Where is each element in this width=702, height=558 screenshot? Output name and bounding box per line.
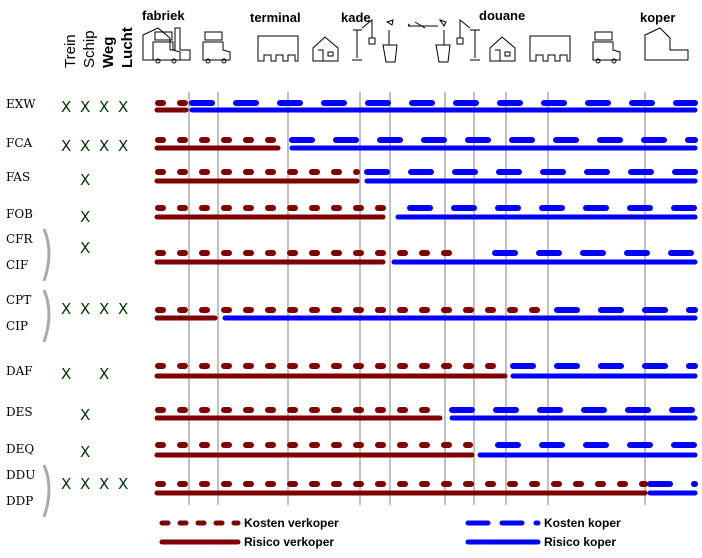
term-label: DDP <box>6 494 33 508</box>
term-row-fas: FAS X <box>6 169 698 189</box>
term-label: FAS <box>6 170 30 184</box>
terminal-icon <box>257 35 299 62</box>
term-row-exw: EXW X X X X <box>6 97 698 116</box>
mode-mark-lucht: X <box>118 475 128 493</box>
term-label: DEQ <box>6 442 34 456</box>
mode-mark-schip: X <box>80 171 90 189</box>
mode-mark-schip: X <box>80 300 90 318</box>
truck-icon <box>202 31 231 64</box>
mode-mark-schip: X <box>80 406 90 424</box>
term-row-fob: FOB X <box>6 205 698 226</box>
mode-header-weg: Weg <box>100 37 117 68</box>
term-row-daf: DAF X X <box>6 363 698 383</box>
plane-icon <box>407 21 438 29</box>
legend-seller-cost: Kosten verkoper <box>244 516 339 530</box>
term-label: CIP <box>6 319 28 333</box>
terminal-icon <box>529 35 571 62</box>
station-fabriek: fabriek <box>142 8 185 23</box>
term-row-deq: DEQ X <box>6 442 698 461</box>
ship-icon <box>382 19 398 63</box>
mode-header-schip: Schip <box>81 30 98 68</box>
house-icon <box>312 36 339 62</box>
term-label: FOB <box>6 207 33 221</box>
term-label: CIF <box>6 258 28 272</box>
term-row-fca: FCA X X X X <box>6 136 698 155</box>
house-icon <box>489 36 516 62</box>
legend-seller-risk: Risico verkoper <box>244 535 334 549</box>
term-label: DES <box>6 405 33 419</box>
station-kade: kade <box>341 10 371 25</box>
mode-header-lucht: Lucht <box>119 27 136 68</box>
ship-icon <box>435 19 451 63</box>
bracket <box>42 464 51 518</box>
buyer-building-icon <box>644 27 689 61</box>
bracket <box>42 228 51 282</box>
mode-mark-weg: X <box>99 365 109 383</box>
legend-buyer-cost: Kosten koper <box>544 516 621 530</box>
bracket <box>42 289 51 343</box>
mode-mark-schip: X <box>80 443 90 461</box>
mode-mark-schip: X <box>80 475 90 493</box>
term-label: FCA <box>6 136 33 150</box>
term-row-des: DES X <box>6 405 698 424</box>
factory-icon <box>142 27 191 61</box>
legend-buyer-risk: Risico koper <box>544 535 616 549</box>
term-label: EXW <box>6 97 36 111</box>
mode-mark-trein: X <box>61 475 71 493</box>
crane-icon <box>456 18 480 61</box>
mode-mark-lucht: X <box>118 300 128 318</box>
term-label: CPT <box>6 293 31 307</box>
mode-mark-schip: X <box>80 137 90 155</box>
mode-mark-schip: X <box>80 98 90 116</box>
mode-header-trein: Trein <box>62 34 79 68</box>
mode-mark-schip: X <box>80 239 90 257</box>
mode-mark-weg: X <box>99 300 109 318</box>
mode-mark-trein: X <box>61 300 71 318</box>
truck-icon <box>152 31 181 64</box>
station-terminal: terminal <box>250 10 301 25</box>
mode-mark-trein: X <box>61 98 71 116</box>
mode-mark-lucht: X <box>118 137 128 155</box>
station-douane: douane <box>479 8 525 23</box>
mode-mark-lucht: X <box>118 98 128 116</box>
mode-mark-schip: X <box>80 208 90 226</box>
mode-mark-trein: X <box>61 137 71 155</box>
crane-icon <box>352 18 376 61</box>
term-label: DAF <box>6 364 33 378</box>
truck-icon <box>592 31 621 64</box>
mode-mark-weg: X <box>99 475 109 493</box>
mode-mark-trein: X <box>61 365 71 383</box>
term-label: DDU <box>6 468 35 482</box>
mode-mark-weg: X <box>99 137 109 155</box>
mode-mark-weg: X <box>99 98 109 116</box>
station-koper: koper <box>640 10 675 25</box>
term-row-cfr-cif: CFR CIF X <box>6 228 698 282</box>
term-label: CFR <box>6 232 34 246</box>
